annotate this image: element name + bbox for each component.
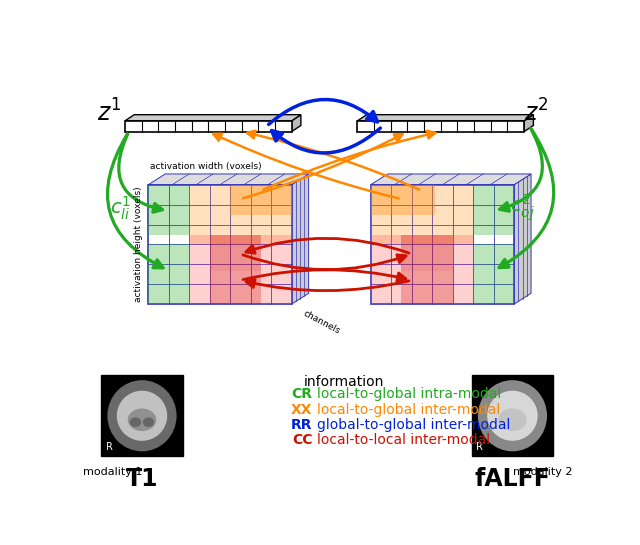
Text: R: R <box>476 441 483 452</box>
Ellipse shape <box>130 417 141 427</box>
Polygon shape <box>371 185 435 215</box>
Text: $z^2$: $z^2$ <box>524 100 549 127</box>
Text: channels: channels <box>302 308 342 336</box>
Polygon shape <box>125 121 292 132</box>
FancyArrowPatch shape <box>500 129 542 211</box>
Bar <box>472 376 553 456</box>
Polygon shape <box>189 185 292 244</box>
FancyArrowPatch shape <box>213 134 399 198</box>
Text: local-to-global inter-modal: local-to-global inter-modal <box>317 403 500 417</box>
FancyArrowPatch shape <box>499 129 554 268</box>
Ellipse shape <box>128 408 156 431</box>
Polygon shape <box>371 185 514 304</box>
Ellipse shape <box>116 391 167 441</box>
Polygon shape <box>292 174 308 304</box>
Polygon shape <box>210 271 261 304</box>
Polygon shape <box>371 235 473 304</box>
FancyArrowPatch shape <box>243 270 406 281</box>
Text: CC: CC <box>292 433 312 447</box>
FancyArrowPatch shape <box>269 100 378 124</box>
Text: $z^1$: $z^1$ <box>97 100 122 127</box>
Polygon shape <box>358 114 533 121</box>
FancyArrowPatch shape <box>271 128 380 153</box>
Polygon shape <box>292 114 301 132</box>
Polygon shape <box>371 174 531 185</box>
FancyArrowPatch shape <box>246 238 409 253</box>
Text: global-to-global inter-modal: global-to-global inter-modal <box>317 418 511 432</box>
Polygon shape <box>401 271 452 304</box>
Polygon shape <box>148 185 292 304</box>
Text: fALFF: fALFF <box>474 467 550 491</box>
Ellipse shape <box>478 380 547 451</box>
Text: local-to-global intra-modal: local-to-global intra-modal <box>317 387 501 401</box>
Ellipse shape <box>143 417 154 427</box>
Polygon shape <box>189 235 292 304</box>
FancyArrowPatch shape <box>246 280 409 290</box>
Polygon shape <box>148 174 308 185</box>
Text: activation width (voxels): activation width (voxels) <box>150 162 261 171</box>
Polygon shape <box>148 244 189 304</box>
Text: $c^2_{oj}$: $c^2_{oj}$ <box>510 192 535 223</box>
Text: CR: CR <box>291 387 312 401</box>
FancyArrowPatch shape <box>243 134 403 198</box>
Text: local-to-local inter-modal: local-to-local inter-modal <box>317 433 490 447</box>
Polygon shape <box>230 185 292 215</box>
Text: RR: RR <box>291 418 312 432</box>
Bar <box>101 376 182 456</box>
FancyArrowPatch shape <box>119 134 163 212</box>
Ellipse shape <box>498 408 527 431</box>
Polygon shape <box>358 121 524 132</box>
FancyArrowPatch shape <box>108 134 163 268</box>
Text: T1: T1 <box>125 467 158 491</box>
Polygon shape <box>148 185 189 235</box>
Text: information: information <box>303 375 384 389</box>
Ellipse shape <box>487 391 538 441</box>
Text: activation height (voxels): activation height (voxels) <box>134 186 143 302</box>
Polygon shape <box>371 185 473 244</box>
Ellipse shape <box>108 380 177 451</box>
Text: modality 1: modality 1 <box>83 467 143 477</box>
Text: R: R <box>106 441 113 452</box>
FancyArrowPatch shape <box>264 131 435 190</box>
Text: $c^1_{li}$: $c^1_{li}$ <box>110 194 131 222</box>
Polygon shape <box>210 235 261 271</box>
Polygon shape <box>473 185 514 235</box>
Text: XX: XX <box>291 403 312 417</box>
Text: modality 2: modality 2 <box>513 467 573 477</box>
Polygon shape <box>524 114 533 132</box>
Polygon shape <box>514 174 531 304</box>
FancyArrowPatch shape <box>243 255 406 270</box>
Polygon shape <box>125 114 301 121</box>
Polygon shape <box>401 235 452 271</box>
Polygon shape <box>473 244 514 304</box>
FancyArrowPatch shape <box>247 131 419 190</box>
